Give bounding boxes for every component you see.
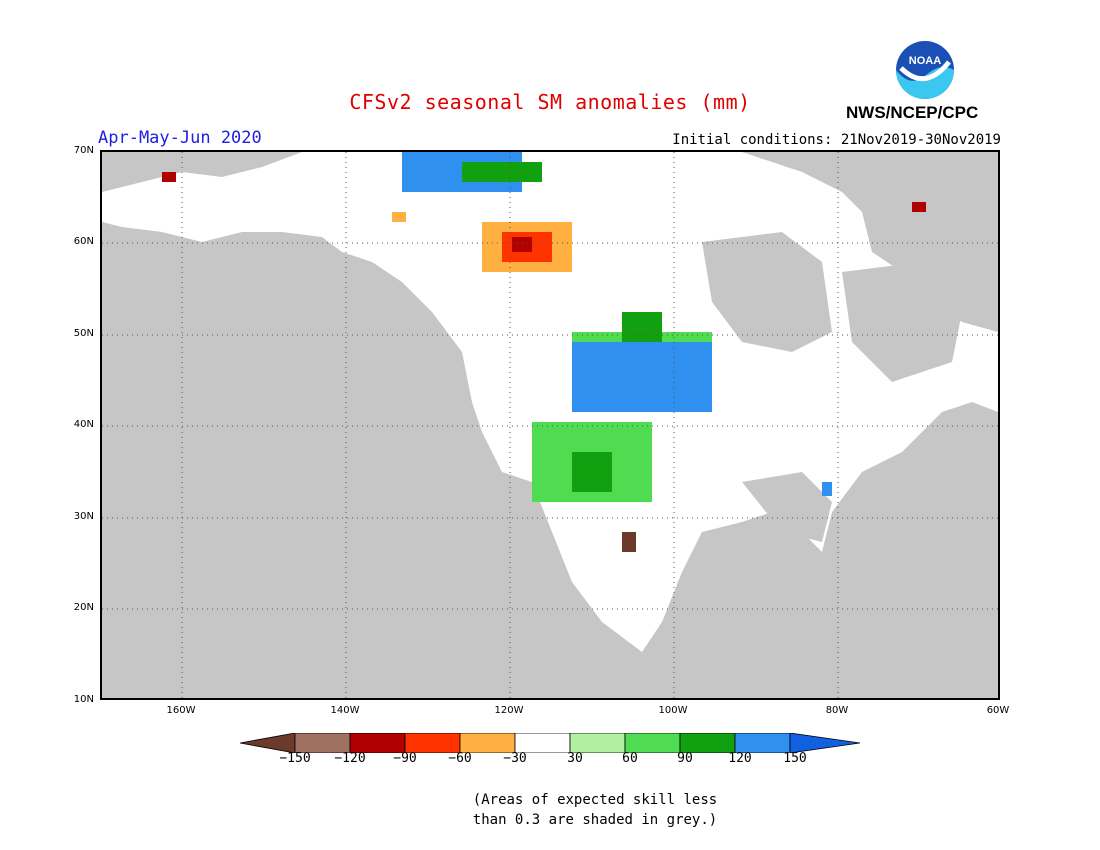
agency-label: NWS/NCEP/CPC — [846, 103, 979, 122]
legend-tick: −120 — [334, 751, 366, 766]
dark-green-anomaly — [622, 312, 662, 342]
legend-swatch-30-60 — [569, 733, 626, 753]
legend-swatch-gt-150 — [789, 733, 860, 753]
lat-label-60n: 60N — [73, 236, 94, 247]
map-title: CFSv2 seasonal SM anomalies (mm) — [349, 90, 751, 114]
anomaly-cell — [912, 202, 926, 212]
season-label: Apr-May-Jun 2020 — [98, 128, 262, 148]
green-anomaly-arctic — [462, 162, 542, 182]
legend-swatch-60-90 — [624, 733, 681, 753]
lon-label-60w: 60W — [986, 705, 1010, 716]
lon-label-120w: 120W — [494, 705, 524, 716]
legend-swatch-90-60 — [404, 733, 461, 753]
legend-tick: 90 — [677, 751, 693, 766]
lat-label-50n: 50N — [73, 328, 94, 339]
grey-area-quebec — [842, 262, 962, 382]
anomaly-map — [100, 150, 1000, 700]
lon-label-100w: 100W — [658, 705, 688, 716]
lon-label-160w: 160W — [166, 705, 196, 716]
legend-swatch-120-90 — [349, 733, 406, 753]
legend-tick: −150 — [279, 751, 311, 766]
anomaly-cell — [392, 212, 406, 222]
legend-tick: 60 — [622, 751, 638, 766]
lat-label-40n: 40N — [73, 419, 94, 430]
lat-label-20n: 20N — [73, 602, 94, 613]
graticule — [102, 152, 998, 698]
grey-area-southeast — [742, 472, 832, 542]
legend-swatch-lt-150 — [240, 733, 296, 753]
lon-label-80w: 80W — [825, 705, 849, 716]
skill-note-line-1: (Areas of expected skill less — [472, 792, 718, 808]
skill-note-line-2: than 0.3 are shaded in grey.) — [472, 812, 718, 828]
lat-label-30n: 30N — [73, 511, 94, 522]
blue-anomaly-plains — [572, 342, 712, 412]
legend-swatch-60-30 — [459, 733, 516, 753]
legend-tick: −90 — [393, 751, 417, 766]
legend-tick: 30 — [567, 751, 583, 766]
dark-red-anomaly-canada — [512, 237, 532, 252]
legend-tick: 150 — [783, 751, 807, 766]
grey-area-hudson — [702, 232, 832, 352]
anomaly-cell — [622, 532, 636, 552]
legend-swatch-150-120 — [294, 733, 351, 753]
logo-text: NOAA — [909, 55, 941, 67]
colorbar-legend — [240, 733, 860, 753]
anomaly-cell — [822, 482, 832, 496]
legend-swatch-30-30 — [514, 733, 571, 753]
legend-tick: 120 — [728, 751, 752, 766]
initial-conditions-label: Initial conditions: 21Nov2019-30Nov2019 — [672, 132, 1001, 148]
legend-swatch-120-150 — [734, 733, 791, 753]
map-canvas — [102, 152, 998, 698]
lat-label-10n: 10N — [73, 694, 94, 705]
noaa-logo: NOAA — [896, 41, 954, 99]
lon-label-140w: 140W — [330, 705, 360, 716]
lat-label-70n: 70N — [73, 145, 94, 156]
legend-swatch-90-120 — [679, 733, 736, 753]
anomaly-cell — [162, 172, 176, 182]
legend-tick: −30 — [503, 751, 527, 766]
legend-tick: −60 — [448, 751, 472, 766]
dark-green-anomaly-sw — [572, 452, 612, 492]
